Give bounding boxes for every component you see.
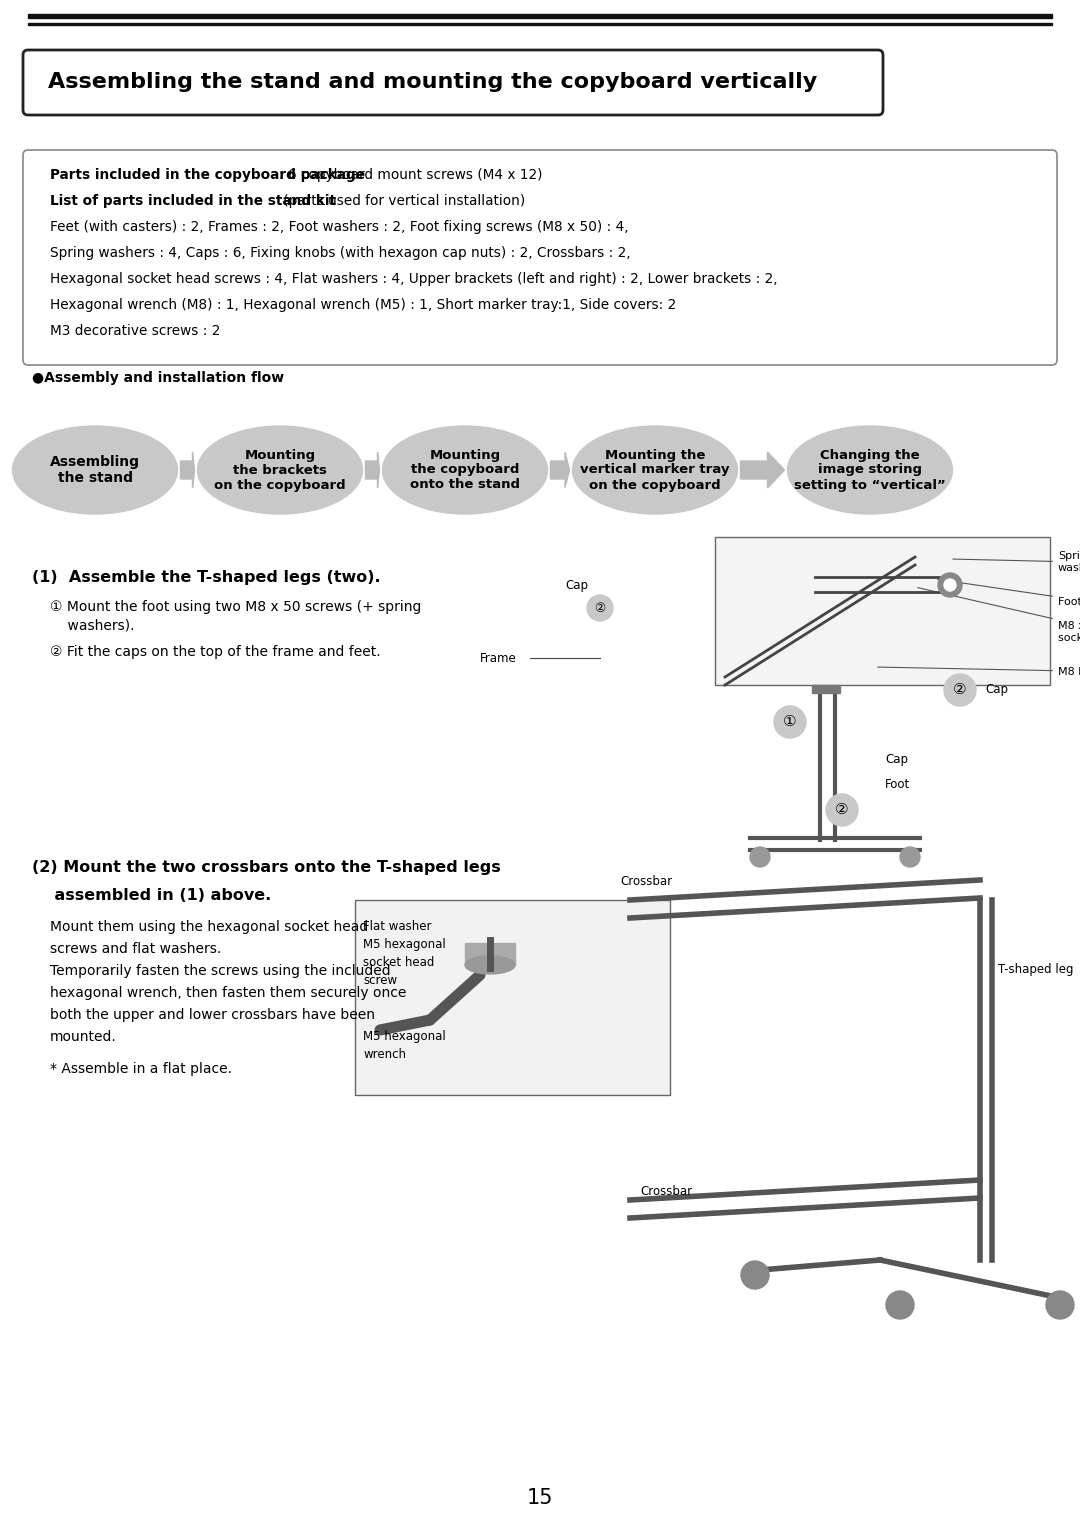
Text: Mounting
the copyboard
onto the stand: Mounting the copyboard onto the stand: [410, 449, 519, 491]
Text: Mounting the
vertical marker tray
on the copyboard: Mounting the vertical marker tray on the…: [580, 449, 730, 491]
Text: Assembling the stand and mounting the copyboard vertically: Assembling the stand and mounting the co…: [48, 72, 818, 92]
Circle shape: [750, 847, 770, 867]
Text: Spring
washer: Spring washer: [953, 551, 1080, 572]
Bar: [355, 900, 670, 1096]
Text: (1)  Assemble the T-shaped legs (two).: (1) Assemble the T-shaped legs (two).: [32, 571, 380, 584]
Text: M8 x 50 hexagonal
socket head screw: M8 x 50 hexagonal socket head screw: [918, 588, 1080, 642]
Text: (parts used for vertical installation): (parts used for vertical installation): [280, 194, 526, 208]
Ellipse shape: [382, 426, 548, 514]
Text: ① Mount the foot using two M8 x 50 screws (+ spring
    washers).: ① Mount the foot using two M8 x 50 screw…: [50, 600, 421, 632]
Text: Mount them using the hexagonal socket head: Mount them using the hexagonal socket he…: [50, 920, 368, 934]
Polygon shape: [551, 452, 569, 488]
Text: Hexagonal wrench (M8) : 1, Hexagonal wrench (M5) : 1, Short marker tray:1, Side : Hexagonal wrench (M8) : 1, Hexagonal wre…: [50, 298, 676, 311]
Text: ②: ②: [954, 682, 967, 697]
Text: ② Fit the caps on the top of the frame and feet.: ② Fit the caps on the top of the frame a…: [50, 645, 380, 659]
Text: Cap: Cap: [985, 684, 1008, 696]
Polygon shape: [365, 452, 379, 488]
Text: Flat washer: Flat washer: [363, 920, 432, 932]
Polygon shape: [741, 452, 784, 488]
Circle shape: [886, 1291, 914, 1318]
Text: Hexagonal socket head screws : 4, Flat washers : 4, Upper brackets (left and rig: Hexagonal socket head screws : 4, Flat w…: [50, 272, 778, 285]
Ellipse shape: [465, 955, 515, 974]
Text: List of parts included in the stand kit: List of parts included in the stand kit: [50, 194, 336, 208]
Circle shape: [944, 578, 956, 591]
Text: Crossbar: Crossbar: [640, 1186, 692, 1198]
Text: Mounting
the brackets
on the copyboard: Mounting the brackets on the copyboard: [214, 449, 346, 491]
Text: socket head: socket head: [363, 955, 434, 969]
Circle shape: [1047, 1291, 1074, 1318]
Bar: [715, 537, 1050, 685]
Text: screws and flat washers.: screws and flat washers.: [50, 942, 221, 955]
Ellipse shape: [198, 426, 363, 514]
Text: Foot: Foot: [885, 778, 910, 790]
Circle shape: [944, 674, 976, 707]
Circle shape: [741, 1260, 769, 1289]
Text: wrench: wrench: [363, 1048, 406, 1061]
Circle shape: [774, 707, 806, 739]
Text: T-shaped leg: T-shaped leg: [998, 963, 1074, 977]
FancyBboxPatch shape: [23, 150, 1057, 365]
Text: * Assemble in a flat place.: * Assemble in a flat place.: [50, 1062, 232, 1076]
Text: Changing the
image storing
setting to “vertical”: Changing the image storing setting to “v…: [794, 449, 946, 491]
Circle shape: [939, 572, 962, 597]
Polygon shape: [180, 452, 194, 488]
Text: Spring washers : 4, Caps : 6, Fixing knobs (with hexagon cap nuts) : 2, Crossbar: Spring washers : 4, Caps : 6, Fixing kno…: [50, 246, 631, 259]
Bar: [465, 943, 515, 964]
Text: M5 hexagonal: M5 hexagonal: [363, 1030, 446, 1042]
FancyBboxPatch shape: [23, 50, 883, 114]
Ellipse shape: [787, 426, 953, 514]
Text: M5 hexagonal: M5 hexagonal: [363, 938, 446, 951]
Circle shape: [900, 847, 920, 867]
Text: hexagonal wrench, then fasten them securely once: hexagonal wrench, then fasten them secur…: [50, 986, 406, 1000]
Text: assembled in (1) above.: assembled in (1) above.: [32, 888, 271, 903]
Text: Cap: Cap: [885, 754, 908, 766]
Text: Temporarily fasten the screws using the included: Temporarily fasten the screws using the …: [50, 964, 391, 978]
Ellipse shape: [572, 426, 738, 514]
Text: Crossbar: Crossbar: [620, 874, 672, 888]
Bar: [28, 14, 1052, 18]
Text: Feet (with casters) : 2, Frames : 2, Foot washers : 2, Foot fixing screws (M8 x : Feet (with casters) : 2, Frames : 2, Foo…: [50, 220, 629, 233]
Text: both the upper and lower crossbars have been: both the upper and lower crossbars have …: [50, 1009, 375, 1022]
Bar: [812, 685, 840, 693]
Ellipse shape: [13, 426, 177, 514]
Text: Frame: Frame: [480, 652, 516, 664]
Text: Cap: Cap: [565, 578, 588, 592]
Text: M8 hexagonal wrench: M8 hexagonal wrench: [878, 667, 1080, 678]
Text: Foot washer: Foot washer: [937, 580, 1080, 607]
Bar: [28, 23, 1052, 24]
Text: (2) Mount the two crossbars onto the T-shaped legs: (2) Mount the two crossbars onto the T-s…: [32, 861, 501, 874]
Text: screw: screw: [363, 974, 397, 987]
Text: Parts included in the copyboard package: Parts included in the copyboard package: [50, 168, 365, 182]
Text: : 6 copyboard mount screws (M4 x 12): : 6 copyboard mount screws (M4 x 12): [280, 168, 543, 182]
Text: mounted.: mounted.: [50, 1030, 117, 1044]
Text: M3 decorative screws : 2: M3 decorative screws : 2: [50, 324, 220, 337]
Circle shape: [588, 595, 613, 621]
Text: ●Assembly and installation flow: ●Assembly and installation flow: [32, 371, 284, 385]
Text: Assembling
the stand: Assembling the stand: [50, 455, 140, 485]
Text: ②: ②: [594, 601, 606, 615]
Text: ②: ②: [835, 803, 849, 818]
Circle shape: [826, 794, 858, 826]
Text: ①: ①: [783, 714, 797, 729]
Text: 15: 15: [527, 1488, 553, 1508]
